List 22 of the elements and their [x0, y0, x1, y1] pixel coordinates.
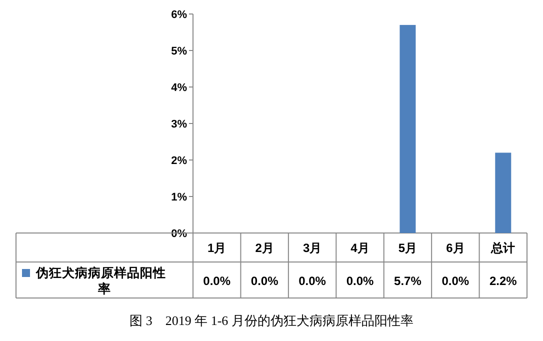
text: 图 3 2019 年 1-6 月份的伪狂犬病病原样品阳性率: [130, 313, 414, 328]
x-tick-label: 5月: [398, 241, 418, 255]
x-tick-label: 总计: [490, 241, 516, 255]
data-label: 0.0%: [203, 274, 231, 288]
x-tick-label: 4月: [350, 241, 370, 255]
legend-label: 伪狂犬病病原样品阳性率: [35, 265, 166, 296]
y-tick-label: 4%: [171, 82, 188, 94]
x-tick-label: 6月: [446, 241, 465, 255]
y-tick-label: 3%: [171, 118, 188, 130]
y-tick-label: 1%: [171, 192, 188, 204]
y-tick-label: 6%: [171, 9, 188, 21]
x-tick-label: 3月: [302, 241, 322, 255]
data-label: 0.0%: [346, 274, 374, 288]
x-tick-label: 1月: [208, 241, 226, 255]
y-tick-label: 5%: [171, 46, 188, 58]
data-label: 2.2%: [489, 274, 518, 288]
data-label: 0.0%: [298, 274, 326, 288]
data-label: 0.0%: [442, 274, 470, 288]
y-tick-label: 2%: [171, 155, 188, 167]
data-label: 0.0%: [250, 274, 279, 288]
data-label: 5.7%: [394, 274, 422, 288]
x-tick-label: 2月: [255, 241, 274, 255]
